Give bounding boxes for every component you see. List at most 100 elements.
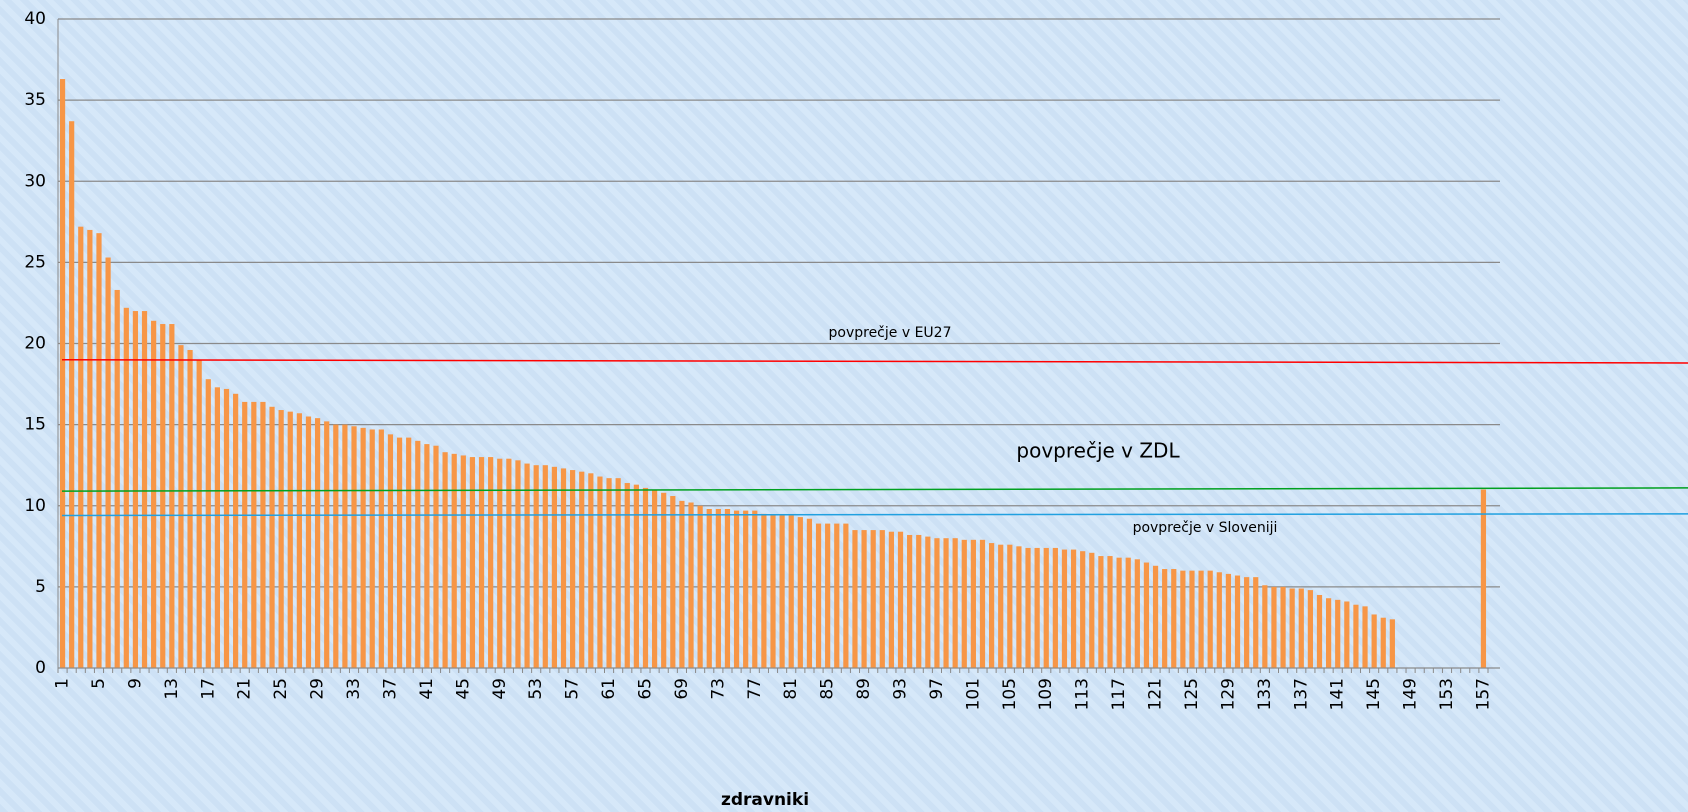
x-tick-label: 45: [453, 678, 473, 700]
bar: [806, 518, 813, 668]
x-tick-label: 141: [1328, 678, 1348, 710]
x-tick-label: 85: [818, 678, 838, 700]
bar: [1244, 577, 1250, 668]
bar: [1070, 549, 1077, 668]
x-tick-label: 25: [271, 678, 291, 700]
bar: [205, 379, 211, 668]
bar: [1171, 569, 1177, 668]
bar: [943, 538, 949, 668]
bar: [1016, 546, 1022, 668]
bar: [897, 531, 904, 668]
bar: [497, 458, 503, 668]
bar: [988, 543, 995, 668]
bar: [1234, 575, 1241, 668]
x-tick-label: 29: [308, 678, 328, 700]
x-tick-label: 105: [1000, 678, 1020, 710]
bar: [1316, 594, 1323, 668]
bar: [305, 416, 312, 668]
bar: [679, 500, 685, 668]
bar: [1043, 547, 1049, 668]
bar: [1162, 569, 1168, 668]
x-tick-label: 129: [1218, 678, 1238, 710]
bar: [1116, 557, 1122, 668]
x-tick-label: 41: [417, 678, 437, 700]
bar: [433, 445, 439, 668]
bar: [378, 429, 384, 668]
bar: [187, 349, 193, 668]
bar: [907, 534, 913, 668]
bar: [123, 307, 129, 668]
bar: [870, 530, 876, 668]
bar: [1061, 549, 1068, 668]
x-tick-label: 33: [344, 678, 364, 700]
bar: [834, 523, 840, 668]
x-tick-label: 13: [162, 678, 182, 700]
bar: [478, 457, 485, 668]
bar: [861, 530, 867, 668]
bar: [770, 515, 776, 668]
bar: [642, 487, 649, 668]
x-tick-label: 149: [1401, 678, 1421, 710]
bar: [1189, 570, 1195, 668]
bar: [597, 476, 603, 668]
bar: [524, 463, 530, 668]
x-tick-label: 133: [1255, 678, 1275, 710]
reference-label: povprečje v ZDL: [1016, 439, 1180, 463]
bar: [934, 538, 940, 668]
bar: [1007, 544, 1013, 668]
bar: [1362, 606, 1368, 668]
bar: [114, 289, 120, 668]
x-tick-label: 157: [1473, 678, 1493, 710]
y-tick-label: 25: [24, 252, 46, 272]
x-tick-label: 101: [963, 678, 983, 710]
bar: [132, 311, 139, 668]
bar: [141, 311, 148, 668]
bar: [333, 424, 339, 668]
bar: [1389, 619, 1395, 668]
y-tick-label: 5: [35, 577, 46, 597]
bar: [69, 121, 75, 668]
x-tick-label: 113: [1073, 678, 1093, 710]
bar: [269, 406, 275, 668]
bar: [761, 513, 767, 668]
reference-line: [61, 487, 1688, 492]
bar: [688, 502, 694, 668]
bar: [196, 359, 202, 668]
bar: [460, 455, 466, 668]
bar: [1253, 577, 1259, 668]
bar: [843, 523, 849, 668]
y-tick-label: 20: [24, 334, 46, 354]
bar: [1326, 598, 1332, 668]
x-tick-label: 153: [1437, 678, 1457, 710]
bar: [715, 508, 721, 668]
bar: [342, 424, 348, 668]
bar: [1125, 557, 1131, 668]
bar: [779, 515, 785, 668]
x-tick-label: 5: [89, 678, 109, 689]
x-tick-label: 89: [854, 678, 874, 700]
bar: [1344, 601, 1350, 668]
bar: [724, 508, 731, 668]
bar: [733, 510, 740, 668]
bar: [1034, 547, 1040, 668]
y-tick-label: 40: [24, 9, 46, 29]
bar: [1098, 556, 1104, 668]
bar: [615, 478, 621, 668]
bar: [888, 531, 895, 668]
bar: [1080, 551, 1086, 668]
bar: [697, 505, 703, 668]
bar: [1353, 604, 1359, 668]
x-tick-label: 109: [1036, 678, 1056, 710]
bar: [815, 523, 822, 668]
y-tick-label: 0: [35, 658, 46, 678]
bar: [670, 496, 676, 668]
y-tick-label: 10: [24, 496, 46, 516]
bar: [661, 492, 667, 668]
x-tick-label: 125: [1182, 678, 1202, 710]
bar: [1216, 572, 1222, 668]
bar: [87, 229, 93, 669]
bar: [296, 413, 302, 668]
bar: [223, 388, 230, 668]
bar: [743, 510, 749, 668]
x-axis-title: zdravniki: [721, 790, 809, 810]
